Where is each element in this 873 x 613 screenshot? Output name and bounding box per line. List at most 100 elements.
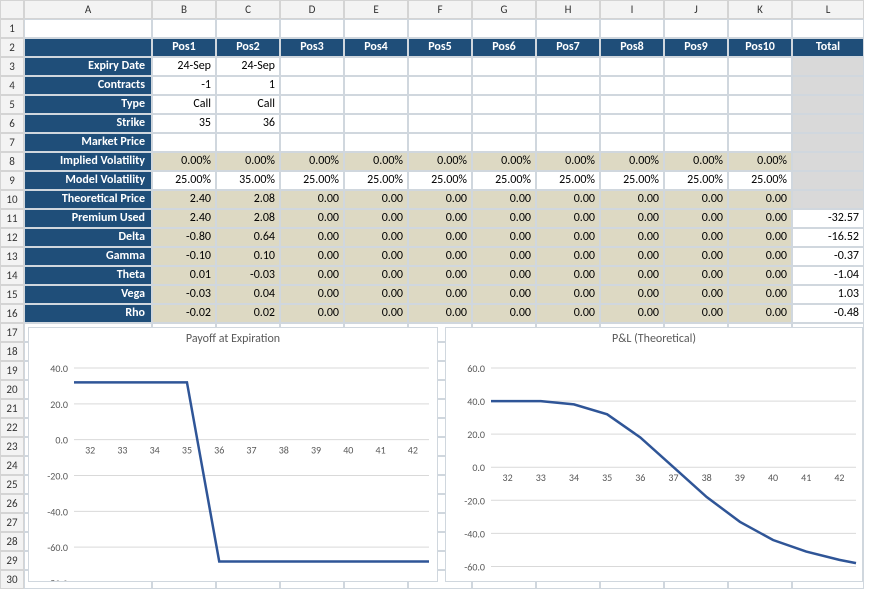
row-17-hdr[interactable]: 17 (0, 323, 24, 342)
cell-7-total[interactable] (792, 133, 864, 152)
cell-13-pos8[interactable]: 0.00 (600, 247, 664, 266)
cell-11-pos10[interactable]: 0.00 (728, 209, 792, 228)
cell-6-pos10[interactable] (728, 114, 792, 133)
cell-12-pos4[interactable]: 0.00 (344, 228, 408, 247)
row-4-hdr[interactable]: 4 (0, 76, 24, 95)
cell-13-pos2[interactable]: 0.10 (216, 247, 280, 266)
cell-14-pos5[interactable]: 0.00 (408, 266, 472, 285)
label-rho[interactable]: Rho (24, 304, 152, 323)
cell-11-pos8[interactable]: 0.00 (600, 209, 664, 228)
cell-5-pos3[interactable] (280, 95, 344, 114)
cell-11-total[interactable]: -32.57 (792, 209, 864, 228)
row-21-hdr[interactable]: 21 (0, 399, 24, 418)
cell-7-pos8[interactable] (600, 133, 664, 152)
col-I[interactable]: I (600, 0, 664, 19)
cell-16-pos3[interactable]: 0.00 (280, 304, 344, 323)
cell-12-pos9[interactable]: 0.00 (664, 228, 728, 247)
cell-15-pos6[interactable]: 0.00 (472, 285, 536, 304)
cell-10-pos3[interactable]: 0.00 (280, 190, 344, 209)
cell-11-pos3[interactable]: 0.00 (280, 209, 344, 228)
cell-4-pos10[interactable] (728, 76, 792, 95)
row-27-hdr[interactable]: 27 (0, 513, 24, 532)
cell-6-pos9[interactable] (664, 114, 728, 133)
col-K[interactable]: K (728, 0, 792, 19)
cell-7-pos6[interactable] (472, 133, 536, 152)
label-type[interactable]: Type (24, 95, 152, 114)
row-22-hdr[interactable]: 22 (0, 418, 24, 437)
row-3-hdr[interactable]: 3 (0, 57, 24, 76)
cell-6-pos1[interactable]: 35 (152, 114, 216, 133)
cell-13-pos9[interactable]: 0.00 (664, 247, 728, 266)
row-28-hdr[interactable]: 28 (0, 532, 24, 551)
cell-10-pos6[interactable]: 0.00 (472, 190, 536, 209)
cell-15-pos8[interactable]: 0.00 (600, 285, 664, 304)
cell-8-pos3[interactable]: 0.00% (280, 152, 344, 171)
cell-7-pos5[interactable] (408, 133, 472, 152)
label-market-price[interactable]: Market Price (24, 133, 152, 152)
cell-1-7[interactable] (536, 19, 600, 38)
row-9-hdr[interactable]: 9 (0, 171, 24, 190)
cell-1-4[interactable] (344, 19, 408, 38)
cell-9-pos3[interactable]: 25.00% (280, 171, 344, 190)
cell-11-pos4[interactable]: 0.00 (344, 209, 408, 228)
cell-14-pos4[interactable]: 0.00 (344, 266, 408, 285)
col-D[interactable]: D (280, 0, 344, 19)
cell-5-pos8[interactable] (600, 95, 664, 114)
cell-8-pos7[interactable]: 0.00% (536, 152, 600, 171)
label-implied-volatility[interactable]: Implied Volatility (24, 152, 152, 171)
cell-1-0[interactable] (24, 19, 152, 38)
row-7-hdr[interactable]: 7 (0, 133, 24, 152)
col-C[interactable]: C (216, 0, 280, 19)
cell-8-pos2[interactable]: 0.00% (216, 152, 280, 171)
cell-15-pos9[interactable]: 0.00 (664, 285, 728, 304)
cell-4-pos1[interactable]: -1 (152, 76, 216, 95)
cell-4-pos2[interactable]: 1 (216, 76, 280, 95)
cell-3-pos7[interactable] (536, 57, 600, 76)
label-expiry-date[interactable]: Expiry Date (24, 57, 152, 76)
header-Total[interactable]: Total (792, 38, 864, 57)
cell-15-pos5[interactable]: 0.00 (408, 285, 472, 304)
cell-6-pos6[interactable] (472, 114, 536, 133)
cell-6-pos2[interactable]: 36 (216, 114, 280, 133)
cell-15-pos4[interactable]: 0.00 (344, 285, 408, 304)
cell-10-pos7[interactable]: 0.00 (536, 190, 600, 209)
cell-15-pos10[interactable]: 0.00 (728, 285, 792, 304)
header-Pos1[interactable]: Pos1 (152, 38, 216, 57)
header-Pos6[interactable]: Pos6 (472, 38, 536, 57)
cell-5-pos5[interactable] (408, 95, 472, 114)
cell-16-pos5[interactable]: 0.00 (408, 304, 472, 323)
cell-9-pos8[interactable]: 25.00% (600, 171, 664, 190)
cell-3-pos5[interactable] (408, 57, 472, 76)
cell-4-pos8[interactable] (600, 76, 664, 95)
cell-13-pos7[interactable]: 0.00 (536, 247, 600, 266)
cell-10-pos5[interactable]: 0.00 (408, 190, 472, 209)
cell-12-pos7[interactable]: 0.00 (536, 228, 600, 247)
row-18-hdr[interactable]: 18 (0, 342, 24, 361)
cell-16-pos7[interactable]: 0.00 (536, 304, 600, 323)
cell-11-pos7[interactable]: 0.00 (536, 209, 600, 228)
header-Pos9[interactable]: Pos9 (664, 38, 728, 57)
label-contracts[interactable]: Contracts (24, 76, 152, 95)
col-J[interactable]: J (664, 0, 728, 19)
cell-13-total[interactable]: -0.37 (792, 247, 864, 266)
cell-15-pos7[interactable]: 0.00 (536, 285, 600, 304)
cell-1-5[interactable] (408, 19, 472, 38)
cell-5-pos6[interactable] (472, 95, 536, 114)
cell-3-pos4[interactable] (344, 57, 408, 76)
cell-1-8[interactable] (600, 19, 664, 38)
cell-1-1[interactable] (152, 19, 216, 38)
col-A[interactable]: A (24, 0, 152, 19)
label-strike[interactable]: Strike (24, 114, 152, 133)
cell-13-pos1[interactable]: -0.10 (152, 247, 216, 266)
cell-16-pos2[interactable]: 0.02 (216, 304, 280, 323)
cell-12-pos5[interactable]: 0.00 (408, 228, 472, 247)
cell-7-pos9[interactable] (664, 133, 728, 152)
cell-3-pos10[interactable] (728, 57, 792, 76)
cell-9-pos10[interactable]: 25.00% (728, 171, 792, 190)
row-5-hdr[interactable]: 5 (0, 95, 24, 114)
header-Pos7[interactable]: Pos7 (536, 38, 600, 57)
cell-14-total[interactable]: -1.04 (792, 266, 864, 285)
cell-15-pos1[interactable]: -0.03 (152, 285, 216, 304)
cell-14-pos6[interactable]: 0.00 (472, 266, 536, 285)
col-G[interactable]: G (472, 0, 536, 19)
